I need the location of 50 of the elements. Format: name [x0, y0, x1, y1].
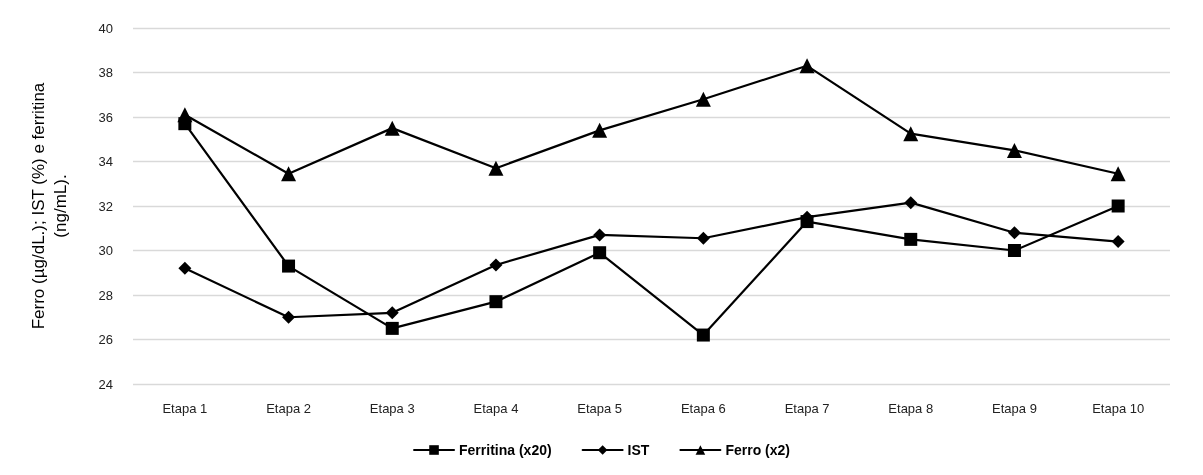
point [385, 321, 399, 335]
point [177, 107, 193, 123]
x-tick-label: Etapa 9 [992, 401, 1037, 416]
y-tick-label: 30 [98, 243, 113, 258]
point [1111, 199, 1125, 213]
point [489, 258, 503, 272]
point [1111, 235, 1125, 249]
point [1007, 244, 1021, 257]
legend-label: IST [627, 442, 650, 458]
legend-label: Ferritina (x20) [459, 442, 552, 458]
y-tick-label: 34 [98, 154, 113, 169]
legend-label: Ferro (x2) [725, 442, 790, 458]
point [904, 196, 918, 210]
x-tick-label: Etapa 7 [784, 401, 830, 416]
point [799, 58, 815, 74]
x-tick-label: Etapa 2 [266, 401, 311, 416]
point [1006, 142, 1022, 158]
point [1007, 226, 1021, 240]
point [696, 328, 710, 342]
point [385, 306, 399, 320]
y-tick-label: 28 [98, 287, 113, 303]
x-tick-label: Etapa 8 [888, 401, 934, 416]
x-tick-label: Etapa 10 [1092, 401, 1145, 416]
point [488, 160, 504, 176]
y-tick-label: 26 [98, 332, 113, 347]
y-axis-title: Ferro (µg/dL.); IST (%) e ferritina (ng/mL). [28, 82, 70, 330]
point [593, 246, 607, 260]
point [904, 232, 918, 246]
point [1110, 166, 1126, 182]
point [903, 126, 919, 142]
x-tick-label: Etapa 1 [162, 401, 208, 416]
point [695, 91, 711, 107]
point [384, 120, 400, 136]
y-tick-label: 24 [98, 376, 113, 392]
point [281, 166, 297, 182]
y-tick-label: 38 [98, 65, 113, 80]
point [593, 228, 607, 242]
y-tick-label: 32 [98, 198, 113, 214]
point [592, 122, 608, 138]
x-tick-label: Etapa 5 [577, 401, 623, 416]
x-tick-label: Etapa 3 [369, 401, 415, 416]
x-tick-label: Etapa 4 [473, 401, 519, 416]
point [696, 231, 710, 245]
y-tick-label: 40 [98, 20, 113, 36]
point [178, 261, 192, 275]
point [282, 259, 296, 273]
x-tick-label: Etapa 6 [680, 401, 726, 416]
point [489, 295, 503, 309]
point [282, 310, 296, 324]
y-tick-label: 36 [98, 109, 113, 125]
